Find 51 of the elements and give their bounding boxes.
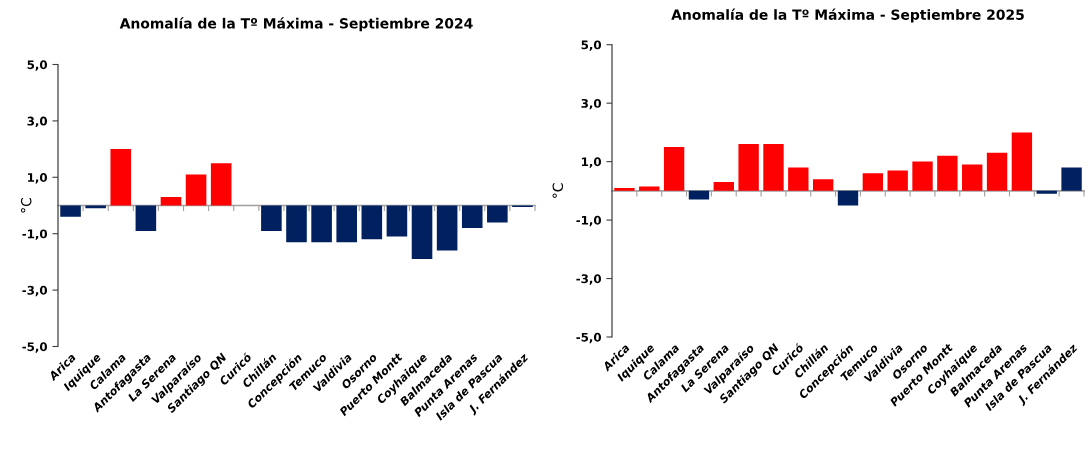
bar [1011, 132, 1033, 191]
y-tick-label: 5,0 [581, 40, 602, 51]
y-tick-label: -1,0 [22, 229, 48, 240]
bar [336, 205, 357, 243]
bar [60, 205, 81, 217]
bar [461, 205, 483, 229]
bar [763, 144, 784, 191]
bar [261, 205, 282, 231]
y-tick-label: 1,0 [582, 157, 602, 168]
bar [663, 147, 685, 191]
bar [614, 187, 635, 191]
y-axis-title: °C [20, 197, 32, 213]
bar [812, 179, 834, 191]
y-tick-label: 1,0 [28, 173, 48, 184]
chart-title: Anomalía de la Tº Máxima - Septiembre 2024 [119, 17, 473, 32]
bar [862, 173, 884, 191]
bar [1061, 167, 1082, 191]
bar [160, 197, 182, 206]
bar [738, 144, 759, 191]
y-tick-label: -3,0 [576, 274, 602, 285]
bar [110, 149, 132, 206]
bar [837, 190, 859, 206]
chart-title: Anomalía de la Tº Máxima - Septiembre 2025 [671, 8, 1024, 23]
bar [887, 170, 908, 191]
y-tick-label: -1,0 [576, 215, 602, 227]
bar [912, 161, 933, 191]
bar [1036, 190, 1057, 194]
bar [411, 205, 433, 260]
bar [986, 152, 1008, 191]
y-axis-title: °C [552, 183, 564, 198]
bar [286, 205, 307, 243]
bar [311, 205, 332, 243]
bar [361, 205, 383, 240]
bar [436, 205, 458, 251]
y-tick-label: 3,0 [581, 98, 602, 110]
bar [135, 205, 157, 231]
bar [937, 155, 958, 191]
y-tick-label: -5,0 [576, 332, 602, 344]
bar [639, 186, 660, 191]
bar [713, 182, 734, 191]
bar [185, 174, 207, 206]
bar [487, 205, 508, 223]
y-tick-label: -5,0 [22, 342, 48, 353]
y-tick-label: -3,0 [22, 285, 48, 297]
bar [688, 190, 710, 200]
bar [210, 163, 232, 206]
bar [788, 167, 809, 191]
bar [962, 164, 983, 191]
bar [386, 205, 408, 237]
y-tick-label: 3,0 [27, 116, 48, 128]
y-tick-label: 5,0 [27, 60, 48, 71]
